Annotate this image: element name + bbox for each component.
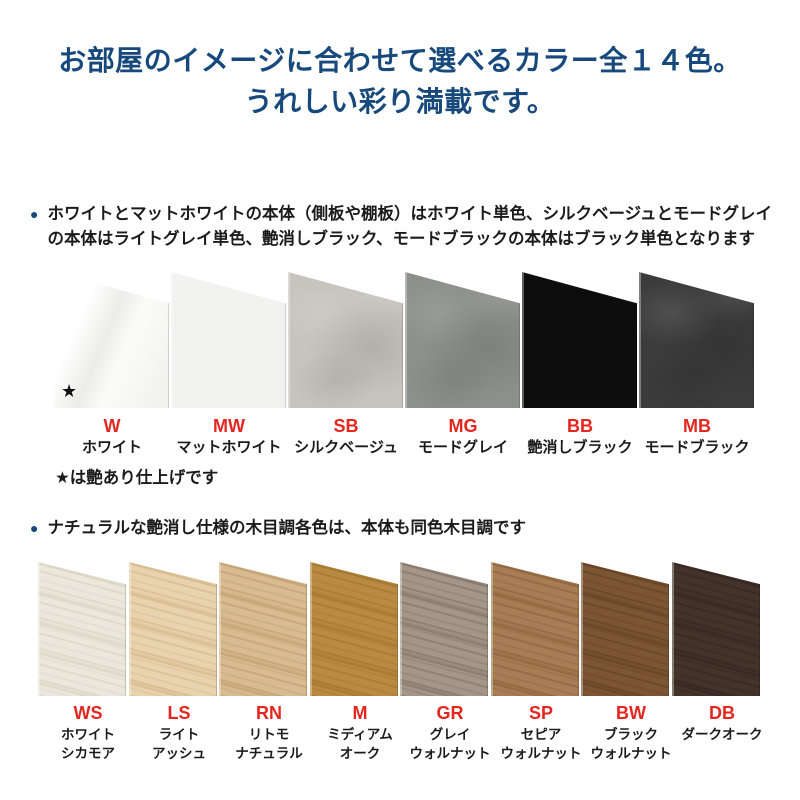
swatch-label-SB: SB シルクベージュ: [285, 415, 407, 457]
swatch-panel-MW: [171, 272, 286, 408]
swatch-panel-GR: [400, 562, 488, 696]
page-title-line2: うれしい彩り満載です。: [244, 86, 556, 117]
swatch-name: ダークオーク: [681, 727, 763, 742]
page-title: お部屋のイメージに合わせて選べるカラー全１４色。 うれしい彩り満載です。: [0, 40, 800, 122]
swatch-label-BB: BB 艶消しブラック: [519, 415, 641, 457]
solid-colors-text: ホワイトとマットホワイトの本体（側板や棚板）はホワイト単色、シルクベージュとモー…: [47, 205, 772, 248]
swatch-code: MW: [213, 416, 245, 436]
swatch-name: モードグレイ: [417, 439, 508, 456]
bullet-icon: ●: [30, 206, 39, 222]
swatch-panel-MB: [639, 272, 754, 408]
swatch-name: グレイ ウォルナット: [409, 727, 491, 761]
wood-colors-description: ● ナチュラルな艶消し仕様の木目調各色は、本体も同色木目調です: [30, 516, 780, 541]
swatch-name: セピア ウォルナット: [500, 727, 582, 761]
swatch-label-MB: MB モードブラック: [636, 415, 758, 457]
swatch-code: SB: [333, 416, 359, 436]
swatch-panel-LS: [129, 562, 217, 696]
swatch-panel-MG: [405, 272, 520, 408]
swatch-code: GR: [436, 703, 464, 723]
swatch-code: DB: [709, 703, 735, 723]
swatch-panel-WS: [38, 562, 126, 696]
swatch-label-M: M ミディアム オーク: [312, 702, 408, 763]
swatch-name: ホワイト: [81, 439, 142, 456]
swatch-code: WS: [73, 703, 103, 723]
swatch-panel-W: ★: [54, 272, 169, 408]
swatch-name: ミディアム オーク: [327, 727, 393, 761]
swatch-name: 艶消しブラック: [527, 439, 633, 456]
swatch-code: M: [352, 703, 368, 723]
swatch-name: モードブラック: [644, 439, 750, 456]
solid-colors-description: ● ホワイトとマットホワイトの本体（側板や棚板）はホワイト単色、シルクベージュと…: [30, 202, 780, 252]
swatch-code: W: [103, 416, 121, 436]
swatch-name: マットホワイト: [176, 439, 282, 456]
swatch-code: RN: [256, 703, 282, 723]
swatch-label-RN: RN リトモ ナチュラル: [221, 702, 317, 763]
swatch-panel-M: [310, 562, 398, 696]
swatch-label-GR: GR グレイ ウォルナット: [402, 702, 498, 763]
swatch-label-DB: DB ダークオーク: [674, 702, 770, 744]
swatch-panel-RN: [219, 562, 307, 696]
swatch-code: SP: [528, 703, 553, 723]
swatch-name: ライト アッシュ: [152, 727, 206, 761]
swatch-code: MB: [683, 416, 711, 436]
wood-colors-text: ナチュラルな艶消し仕様の木目調各色は、本体も同色木目調です: [47, 519, 526, 537]
swatch-name: ブラック ウォルナット: [590, 727, 672, 761]
swatch-panel-DB: [672, 562, 760, 696]
swatch-name: シルクベージュ: [294, 439, 398, 456]
page-title-line1: お部屋のイメージに合わせて選べるカラー全１４色。: [58, 45, 742, 76]
swatch-code: LS: [167, 703, 191, 723]
gloss-finish-note: ★は艶あり仕上げです: [55, 469, 219, 487]
swatch-panel-BB: [522, 272, 637, 408]
swatch-name: ホワイト シカモア: [61, 727, 115, 761]
swatch-code: BW: [616, 703, 646, 723]
bullet-icon: ●: [30, 520, 39, 536]
swatch-panel-SP: [491, 562, 579, 696]
swatch-code: BB: [567, 416, 593, 436]
swatch-label-LS: LS ライト アッシュ: [131, 702, 227, 763]
swatch-label-MG: MG モードグレイ: [402, 415, 524, 457]
swatch-code: MG: [448, 416, 478, 436]
swatch-panel-BW: [581, 562, 669, 696]
swatch-name: リトモ ナチュラル: [235, 727, 303, 761]
swatch-label-W: W ホワイト: [51, 415, 173, 457]
swatch-label-MW: MW マットホワイト: [168, 415, 290, 457]
swatch-label-SP: SP セピア ウォルナット: [493, 702, 589, 763]
swatch-panel-SB: [288, 272, 403, 408]
gloss-star-icon: ★: [61, 381, 78, 401]
swatch-label-WS: WS ホワイト シカモア: [40, 702, 136, 763]
swatch-label-BW: BW ブラック ウォルナット: [583, 702, 679, 763]
